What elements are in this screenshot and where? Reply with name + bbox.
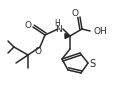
Text: N: N	[55, 25, 61, 33]
Text: H: H	[54, 19, 60, 29]
Text: O: O	[25, 20, 31, 29]
Text: OH: OH	[93, 26, 107, 36]
Text: O: O	[35, 46, 41, 55]
Text: O: O	[71, 10, 78, 19]
Polygon shape	[65, 33, 70, 39]
Text: S: S	[89, 59, 95, 69]
